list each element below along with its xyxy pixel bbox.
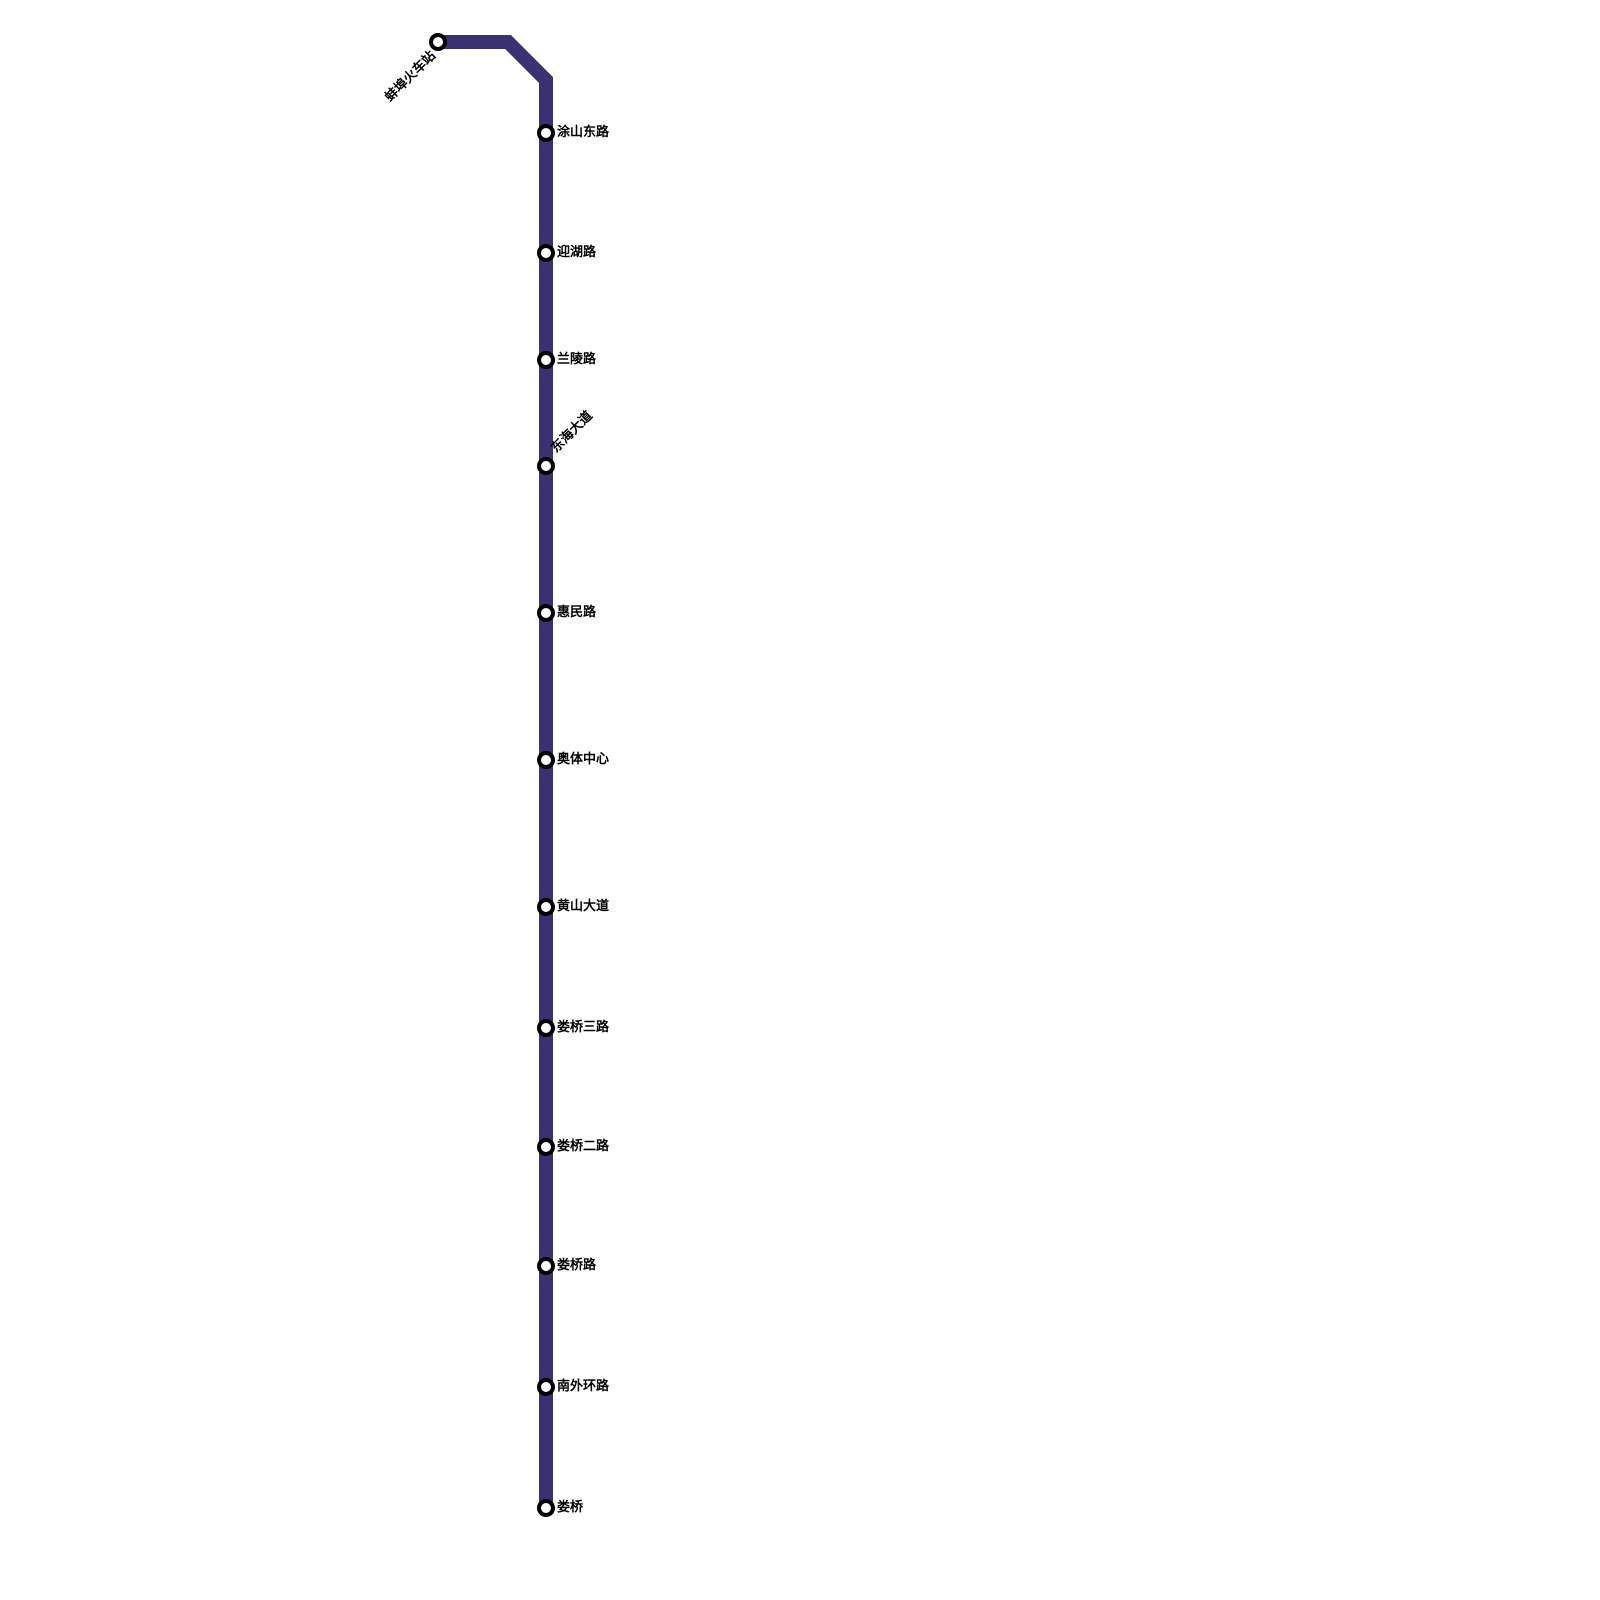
station-label: 迎湖路 — [557, 245, 597, 260]
station-dot — [537, 1019, 555, 1037]
station-label: 娄桥二路 — [557, 1139, 610, 1154]
station-label: 兰陵路 — [557, 352, 597, 367]
station-label: 奥体中心 — [557, 752, 610, 767]
station-dot — [537, 751, 555, 769]
station-label: 娄桥三路 — [557, 1020, 610, 1035]
station-dot — [537, 124, 555, 142]
station-dot — [537, 457, 555, 475]
station-label: 涂山东路 — [557, 125, 610, 140]
station-label: 南外环路 — [557, 1379, 610, 1394]
station-dot — [537, 1257, 555, 1275]
station-dot — [537, 898, 555, 916]
station-label: 惠民路 — [557, 605, 597, 620]
station-dot — [537, 1138, 555, 1156]
station-dot — [537, 1378, 555, 1396]
station-dot — [537, 351, 555, 369]
station-label: 娄桥路 — [557, 1258, 597, 1273]
metro-line — [438, 35, 553, 1508]
station-dot — [429, 33, 447, 51]
station-dot — [537, 604, 555, 622]
station-label: 黄山大道 — [557, 899, 610, 914]
station-dot — [537, 1499, 555, 1517]
station-dot — [537, 244, 555, 262]
station-label: 娄桥 — [557, 1500, 584, 1515]
